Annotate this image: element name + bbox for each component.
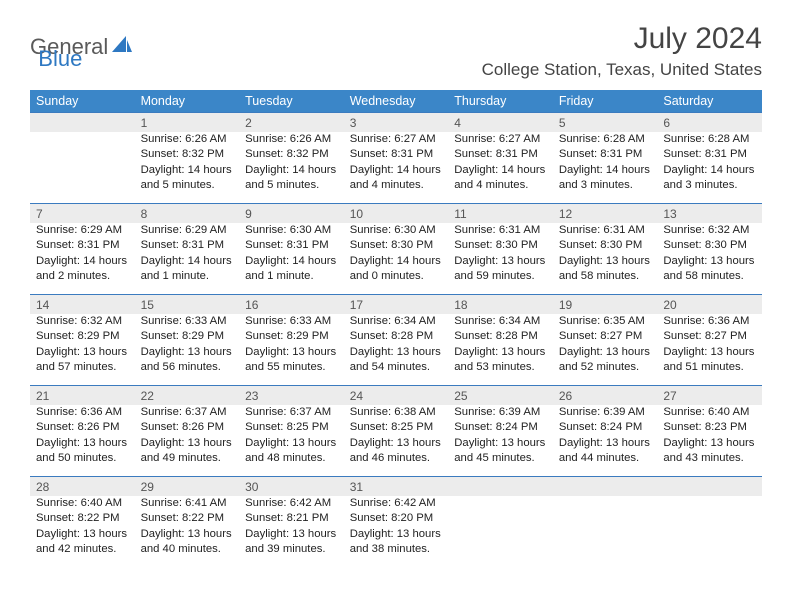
day-number: 16 — [239, 295, 344, 315]
day-number: 14 — [30, 295, 135, 315]
day-number-row: 78910111213 — [30, 204, 762, 224]
day-number: 12 — [553, 204, 658, 224]
day-cell: Sunrise: 6:30 AMSunset: 8:30 PMDaylight:… — [344, 223, 449, 295]
day-number: 3 — [344, 113, 449, 133]
header: General Blue July 2024 College Station, … — [30, 22, 762, 80]
brand-logo: General Blue — [30, 22, 82, 72]
day-cell: Sunrise: 6:38 AMSunset: 8:25 PMDaylight:… — [344, 405, 449, 477]
day-cell: Sunrise: 6:28 AMSunset: 8:31 PMDaylight:… — [657, 132, 762, 204]
day-number: 25 — [448, 386, 553, 406]
day-cell: Sunrise: 6:37 AMSunset: 8:25 PMDaylight:… — [239, 405, 344, 477]
day-number: 5 — [553, 113, 658, 133]
day-cell: Sunrise: 6:27 AMSunset: 8:31 PMDaylight:… — [448, 132, 553, 204]
day-cell: Sunrise: 6:40 AMSunset: 8:22 PMDaylight:… — [30, 496, 135, 567]
day-number — [448, 477, 553, 497]
weekday-header: Tuesday — [239, 90, 344, 113]
day-cell: Sunrise: 6:42 AMSunset: 8:20 PMDaylight:… — [344, 496, 449, 567]
day-number: 24 — [344, 386, 449, 406]
day-cell: Sunrise: 6:32 AMSunset: 8:29 PMDaylight:… — [30, 314, 135, 386]
month-year: July 2024 — [482, 22, 762, 56]
weekday-header: Friday — [553, 90, 658, 113]
day-cell: Sunrise: 6:27 AMSunset: 8:31 PMDaylight:… — [344, 132, 449, 204]
day-number: 2 — [239, 113, 344, 133]
day-cell: Sunrise: 6:37 AMSunset: 8:26 PMDaylight:… — [135, 405, 240, 477]
day-number: 8 — [135, 204, 240, 224]
day-number-row: 21222324252627 — [30, 386, 762, 406]
day-cell: Sunrise: 6:30 AMSunset: 8:31 PMDaylight:… — [239, 223, 344, 295]
day-number-row: 28293031 — [30, 477, 762, 497]
day-cell: Sunrise: 6:34 AMSunset: 8:28 PMDaylight:… — [344, 314, 449, 386]
day-number: 28 — [30, 477, 135, 497]
day-number: 10 — [344, 204, 449, 224]
sail-icon — [112, 36, 132, 59]
day-cell — [657, 496, 762, 567]
calendar-table: SundayMondayTuesdayWednesdayThursdayFrid… — [30, 90, 762, 567]
day-cell: Sunrise: 6:29 AMSunset: 8:31 PMDaylight:… — [30, 223, 135, 295]
weekday-header: Monday — [135, 90, 240, 113]
weekday-header: Wednesday — [344, 90, 449, 113]
day-cell: Sunrise: 6:41 AMSunset: 8:22 PMDaylight:… — [135, 496, 240, 567]
day-number: 20 — [657, 295, 762, 315]
day-number: 27 — [657, 386, 762, 406]
day-cell: Sunrise: 6:39 AMSunset: 8:24 PMDaylight:… — [553, 405, 658, 477]
day-number — [30, 113, 135, 133]
day-cell: Sunrise: 6:33 AMSunset: 8:29 PMDaylight:… — [135, 314, 240, 386]
day-number: 19 — [553, 295, 658, 315]
day-cell: Sunrise: 6:28 AMSunset: 8:31 PMDaylight:… — [553, 132, 658, 204]
day-number — [553, 477, 658, 497]
day-cell: Sunrise: 6:26 AMSunset: 8:32 PMDaylight:… — [135, 132, 240, 204]
day-cell: Sunrise: 6:26 AMSunset: 8:32 PMDaylight:… — [239, 132, 344, 204]
day-number: 9 — [239, 204, 344, 224]
day-cell: Sunrise: 6:42 AMSunset: 8:21 PMDaylight:… — [239, 496, 344, 567]
day-number: 17 — [344, 295, 449, 315]
day-content-row: Sunrise: 6:26 AMSunset: 8:32 PMDaylight:… — [30, 132, 762, 204]
day-content-row: Sunrise: 6:40 AMSunset: 8:22 PMDaylight:… — [30, 496, 762, 567]
day-number: 29 — [135, 477, 240, 497]
title-block: July 2024 College Station, Texas, United… — [482, 22, 762, 80]
location: College Station, Texas, United States — [482, 60, 762, 80]
day-cell: Sunrise: 6:36 AMSunset: 8:27 PMDaylight:… — [657, 314, 762, 386]
day-cell: Sunrise: 6:39 AMSunset: 8:24 PMDaylight:… — [448, 405, 553, 477]
day-cell: Sunrise: 6:32 AMSunset: 8:30 PMDaylight:… — [657, 223, 762, 295]
day-cell: Sunrise: 6:34 AMSunset: 8:28 PMDaylight:… — [448, 314, 553, 386]
day-cell: Sunrise: 6:40 AMSunset: 8:23 PMDaylight:… — [657, 405, 762, 477]
day-cell — [448, 496, 553, 567]
day-content-row: Sunrise: 6:36 AMSunset: 8:26 PMDaylight:… — [30, 405, 762, 477]
day-cell: Sunrise: 6:36 AMSunset: 8:26 PMDaylight:… — [30, 405, 135, 477]
day-number: 31 — [344, 477, 449, 497]
day-number — [657, 477, 762, 497]
day-number: 21 — [30, 386, 135, 406]
day-cell — [553, 496, 658, 567]
day-number: 4 — [448, 113, 553, 133]
day-number-row: 123456 — [30, 113, 762, 133]
weekday-header: Thursday — [448, 90, 553, 113]
weekday-header-row: SundayMondayTuesdayWednesdayThursdayFrid… — [30, 90, 762, 113]
day-number: 1 — [135, 113, 240, 133]
day-number: 15 — [135, 295, 240, 315]
day-cell: Sunrise: 6:35 AMSunset: 8:27 PMDaylight:… — [553, 314, 658, 386]
weekday-header: Saturday — [657, 90, 762, 113]
day-number: 13 — [657, 204, 762, 224]
day-number: 22 — [135, 386, 240, 406]
brand-word2: Blue — [38, 46, 82, 72]
weekday-header: Sunday — [30, 90, 135, 113]
day-number: 6 — [657, 113, 762, 133]
day-number: 11 — [448, 204, 553, 224]
day-content-row: Sunrise: 6:32 AMSunset: 8:29 PMDaylight:… — [30, 314, 762, 386]
day-number: 26 — [553, 386, 658, 406]
day-number: 30 — [239, 477, 344, 497]
day-number: 7 — [30, 204, 135, 224]
day-number: 18 — [448, 295, 553, 315]
day-number: 23 — [239, 386, 344, 406]
day-cell: Sunrise: 6:31 AMSunset: 8:30 PMDaylight:… — [448, 223, 553, 295]
day-content-row: Sunrise: 6:29 AMSunset: 8:31 PMDaylight:… — [30, 223, 762, 295]
day-number-row: 14151617181920 — [30, 295, 762, 315]
day-cell — [30, 132, 135, 204]
day-cell: Sunrise: 6:31 AMSunset: 8:30 PMDaylight:… — [553, 223, 658, 295]
day-cell: Sunrise: 6:33 AMSunset: 8:29 PMDaylight:… — [239, 314, 344, 386]
day-cell: Sunrise: 6:29 AMSunset: 8:31 PMDaylight:… — [135, 223, 240, 295]
